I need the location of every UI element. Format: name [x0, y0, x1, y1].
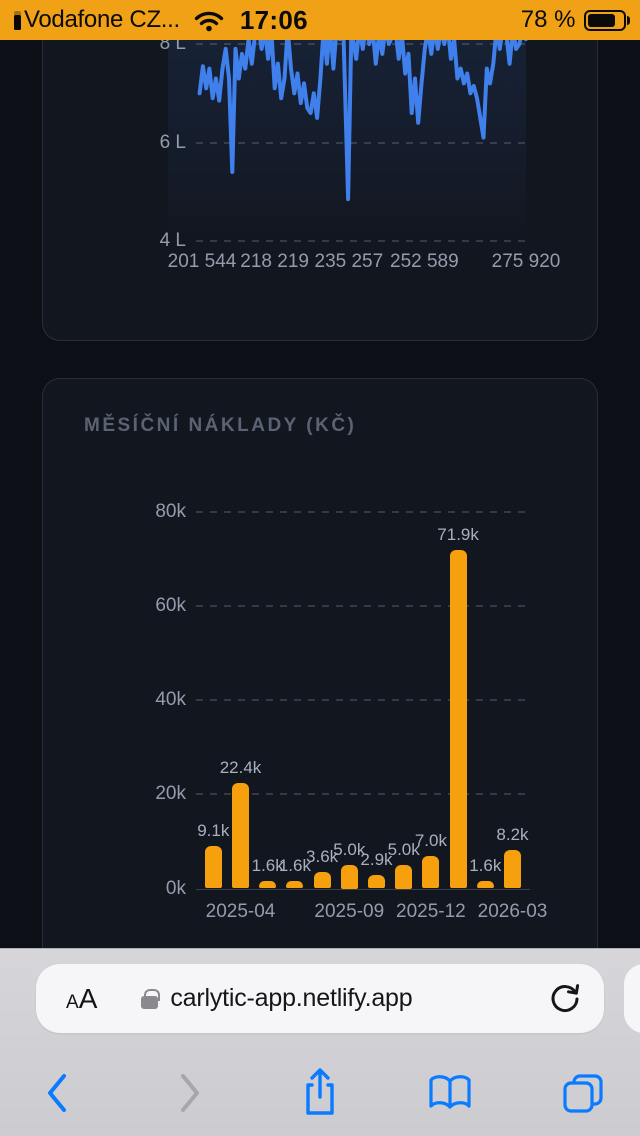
battery-icon	[583, 9, 626, 31]
tabs-button[interactable]	[543, 1053, 623, 1133]
monthly-costs-card: MĚSÍČNÍ NÁKLADY (KČ)	[42, 378, 598, 948]
url-label: carlytic-app.netlify.app	[170, 984, 413, 1012]
back-icon	[48, 1074, 66, 1112]
carrier-label: Vodafone CZ...	[24, 6, 180, 33]
status-bar: Vodafone CZ... 17:06 78 %	[0, 0, 640, 40]
battery-nub	[627, 15, 630, 25]
bookmarks-button[interactable]	[410, 1053, 490, 1133]
signal-bar	[14, 15, 21, 30]
reader-a-large: A	[78, 982, 98, 1014]
monthly-costs-title: MĚSÍČNÍ NÁKLADY (KČ)	[84, 415, 357, 436]
reload-icon[interactable]	[548, 981, 582, 1017]
safari-toolbar	[0, 1053, 640, 1136]
clock-label: 17:06	[239, 4, 308, 35]
share-icon	[306, 1068, 334, 1115]
share-button[interactable]	[280, 1053, 360, 1133]
signal-bar-dim	[14, 11, 21, 30]
tabs-icon	[563, 1074, 603, 1113]
fuel-consumption-card	[42, 40, 598, 341]
bookmarks-icon	[429, 1075, 471, 1109]
adjacent-tab-peek[interactable]	[624, 964, 640, 1033]
wifi-icon	[194, 11, 224, 31]
battery-percent-label: 78 %	[520, 6, 576, 33]
reader-a-small: A	[66, 991, 79, 1013]
forward-button[interactable]	[150, 1053, 230, 1133]
lock-icon	[141, 988, 160, 1009]
back-button[interactable]	[17, 1053, 97, 1133]
forward-icon	[181, 1074, 199, 1112]
